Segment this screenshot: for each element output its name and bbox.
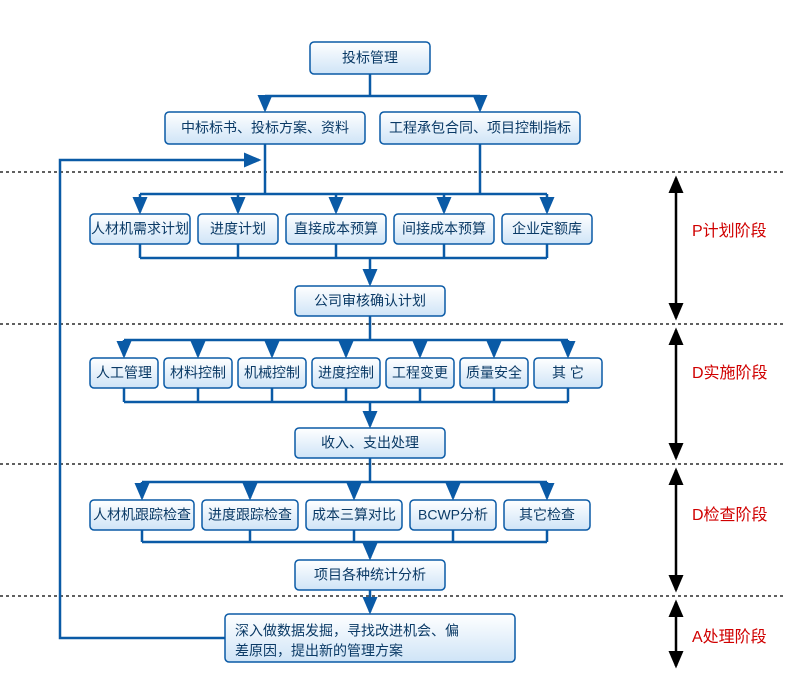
node-p0-label: 人材机需求计划 [91,221,189,237]
node-pconfirm-label: 公司审核确认计划 [314,293,426,309]
node-d2-label: 机械控制 [244,365,300,381]
node-p3-label: 间接成本预算 [402,221,486,237]
flowchart: 投标管理中标标书、投标方案、资料 工程承包合同、项目控制指标人材机需求计划 进度计划… [0,0,785,683]
node-abox-l1: 深入做数据发掘，寻找改进机会、偏 [235,623,459,639]
phase-label: D检查阶段 [692,506,768,524]
node-d6-label: 其 它 [552,365,584,381]
node-d3-label: 进度控制 [318,365,374,381]
node-d5-label: 质量安全 [466,365,522,381]
phase-label: D实施阶段 [692,364,768,382]
node-p1-label: 进度计划 [210,221,266,237]
node-abox-l2: 差原因，提出新的管理方案 [235,643,403,659]
node-d1-label: 材料控制 [170,365,226,381]
node-c1-label: 进度跟踪检查 [208,507,292,523]
node-top-label: 投标管理 [342,50,398,66]
node-l2a-label: 中标标书、投标方案、资料 [181,120,349,136]
node-d4-label: 工程变更 [392,365,448,381]
node-l2b-label: 工程承包合同、项目控制指标 [389,120,571,136]
phase-label: P计划阶段 [692,222,767,240]
node-c3-label: BCWP分析 [418,507,488,523]
node-cstats-label: 项目各种统计分析 [314,567,426,583]
node-p2-label: 直接成本预算 [294,221,378,237]
node-c4-label: 其它检查 [519,507,575,523]
node-c0-label: 人材机跟踪检查 [93,507,191,523]
node-p4-label: 企业定额库 [512,221,582,237]
node-d0-label: 人工管理 [96,365,152,381]
node-c2-label: 成本三算对比 [312,507,396,523]
phase-label: A处理阶段 [692,628,767,646]
node-dincome-label: 收入、支出处理 [321,435,419,451]
